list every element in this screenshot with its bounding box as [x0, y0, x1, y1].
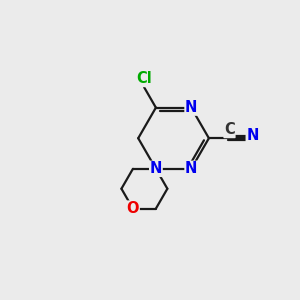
- Text: C: C: [224, 122, 235, 137]
- Text: N: N: [246, 128, 259, 143]
- Text: N: N: [150, 161, 162, 176]
- Text: O: O: [127, 201, 139, 216]
- Text: N: N: [185, 161, 197, 176]
- Text: N: N: [185, 100, 197, 115]
- Text: Cl: Cl: [136, 71, 152, 86]
